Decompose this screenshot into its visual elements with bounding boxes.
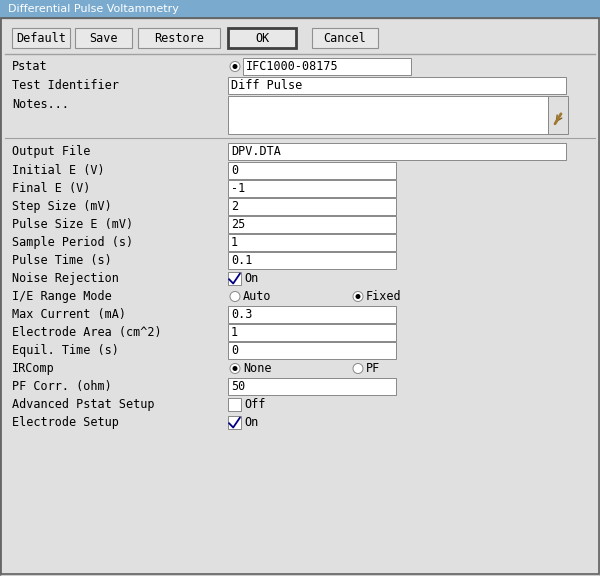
Text: Pulse Size E (mV): Pulse Size E (mV)	[12, 218, 133, 231]
Circle shape	[355, 294, 361, 299]
Text: 0.3: 0.3	[231, 308, 253, 321]
FancyBboxPatch shape	[12, 28, 70, 48]
FancyBboxPatch shape	[228, 342, 396, 359]
Circle shape	[233, 366, 238, 371]
FancyBboxPatch shape	[228, 272, 241, 285]
Text: Auto: Auto	[243, 290, 271, 303]
Text: Pulse Time (s): Pulse Time (s)	[12, 254, 112, 267]
Text: Off: Off	[244, 398, 265, 411]
FancyBboxPatch shape	[228, 198, 396, 215]
FancyBboxPatch shape	[228, 180, 396, 197]
Text: Restore: Restore	[154, 32, 204, 44]
Text: 0: 0	[231, 344, 238, 357]
Text: Equil. Time (s): Equil. Time (s)	[12, 344, 119, 357]
Text: Differential Pulse Voltammetry: Differential Pulse Voltammetry	[8, 4, 179, 14]
Text: I/E Range Mode: I/E Range Mode	[12, 290, 112, 303]
Text: Pstat: Pstat	[12, 60, 47, 73]
Text: 25: 25	[231, 218, 245, 231]
Circle shape	[353, 363, 363, 373]
Text: Final E (V): Final E (V)	[12, 182, 91, 195]
FancyBboxPatch shape	[228, 28, 296, 48]
FancyBboxPatch shape	[228, 162, 396, 179]
Text: 0: 0	[231, 164, 238, 177]
FancyBboxPatch shape	[228, 398, 241, 411]
FancyBboxPatch shape	[228, 252, 396, 269]
Text: Step Size (mV): Step Size (mV)	[12, 200, 112, 213]
Text: PF: PF	[366, 362, 380, 375]
Text: PF Corr. (ohm): PF Corr. (ohm)	[12, 380, 112, 393]
Text: OK: OK	[255, 32, 269, 44]
FancyBboxPatch shape	[138, 28, 220, 48]
Text: Advanced Pstat Setup: Advanced Pstat Setup	[12, 398, 155, 411]
FancyBboxPatch shape	[228, 77, 566, 94]
Text: Notes...: Notes...	[12, 98, 69, 111]
Text: Save: Save	[89, 32, 118, 44]
Text: Fixed: Fixed	[366, 290, 401, 303]
Text: Test Identifier: Test Identifier	[12, 79, 119, 92]
Text: 1: 1	[231, 326, 238, 339]
Text: Initial E (V): Initial E (V)	[12, 164, 104, 177]
Circle shape	[230, 291, 240, 301]
Text: Max Current (mA): Max Current (mA)	[12, 308, 126, 321]
FancyBboxPatch shape	[228, 96, 548, 134]
Text: On: On	[244, 416, 258, 429]
Text: Cancel: Cancel	[323, 32, 367, 44]
Text: Default: Default	[16, 32, 66, 44]
FancyBboxPatch shape	[75, 28, 132, 48]
Text: Electrode Setup: Electrode Setup	[12, 416, 119, 429]
Circle shape	[230, 363, 240, 373]
FancyBboxPatch shape	[228, 234, 396, 251]
FancyBboxPatch shape	[548, 96, 568, 134]
FancyBboxPatch shape	[228, 416, 241, 429]
Text: 50: 50	[231, 380, 245, 393]
Circle shape	[233, 64, 238, 69]
Text: Diff Pulse: Diff Pulse	[231, 79, 302, 92]
FancyBboxPatch shape	[0, 18, 600, 576]
Text: Electrode Area (cm^2): Electrode Area (cm^2)	[12, 326, 161, 339]
Text: None: None	[243, 362, 271, 375]
Text: -1: -1	[231, 182, 245, 195]
Circle shape	[230, 62, 240, 71]
FancyBboxPatch shape	[0, 0, 600, 18]
FancyBboxPatch shape	[312, 28, 378, 48]
Text: IRComp: IRComp	[12, 362, 55, 375]
Text: Sample Period (s): Sample Period (s)	[12, 236, 133, 249]
FancyBboxPatch shape	[228, 324, 396, 341]
Text: Output File: Output File	[12, 145, 91, 158]
Text: On: On	[244, 272, 258, 285]
Text: 2: 2	[231, 200, 238, 213]
FancyBboxPatch shape	[228, 216, 396, 233]
Text: 1: 1	[231, 236, 238, 249]
Circle shape	[353, 291, 363, 301]
Text: IFC1000-08175: IFC1000-08175	[246, 60, 338, 73]
Text: Noise Rejection: Noise Rejection	[12, 272, 119, 285]
FancyBboxPatch shape	[243, 58, 411, 75]
Text: 0.1: 0.1	[231, 254, 253, 267]
Text: DPV.DTA: DPV.DTA	[231, 145, 281, 158]
FancyBboxPatch shape	[228, 378, 396, 395]
FancyBboxPatch shape	[228, 143, 566, 160]
FancyBboxPatch shape	[228, 306, 396, 323]
